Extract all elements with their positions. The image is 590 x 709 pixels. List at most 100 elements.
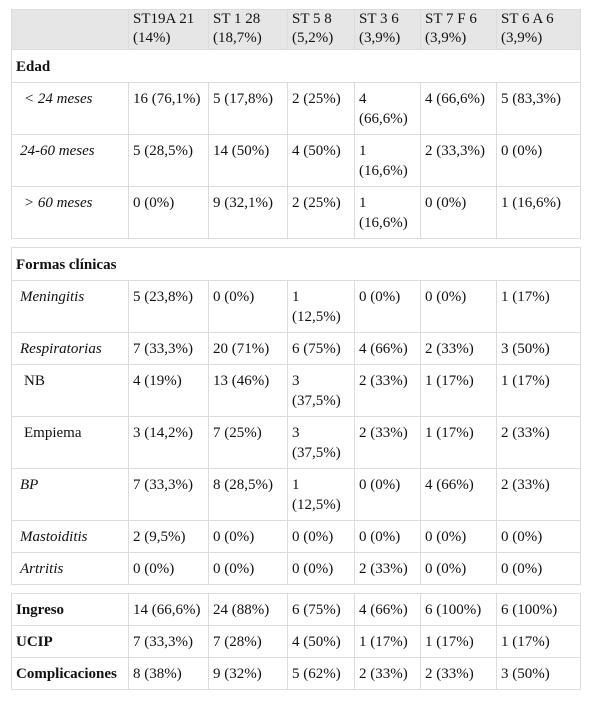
table-row: < 24 meses 16 (76,1%) 5 (17,8%) 2 (25%) … [11,82,581,135]
table-cell: 0 (0%) [354,468,421,521]
serotype-table: ST19A 21 (14%) ST 1 28 (18,7%) ST 5 8 (5… [11,9,581,690]
header-cell: ST 7 F 6 (3,9%) [420,9,497,50]
table-cell: 5 (28,5%) [128,134,209,187]
table-cell: 16 (76,1%) [128,82,209,135]
table-cell: 7 (28%) [208,625,288,658]
table-cell: 7 (25%) [208,416,288,469]
section-title: Edad [11,49,581,83]
table-cell: 1 (12,5%) [287,468,355,521]
table-cell: 4 (19%) [128,364,209,417]
table-row: NB 4 (19%) 13 (46%) 3 (37,5%) 2 (33%) 1 … [11,364,581,417]
header-cell: ST 6 A 6 (3,9%) [496,9,581,50]
table-cell: 0 (0%) [420,552,497,585]
spacer-cell [11,238,581,248]
table-cell: 5 (62%) [287,657,355,690]
table-cell: 2 (33%) [354,416,421,469]
table-cell: 4 (50%) [287,625,355,658]
table-cell: 1 (17%) [496,625,581,658]
table-cell: 20 (71%) [208,332,288,365]
table-cell: 14 (50%) [208,134,288,187]
table-cell: 1 (16,6%) [354,186,421,239]
table-cell: 0 (0%) [208,280,288,333]
table-cell: 1 (12,5%) [287,280,355,333]
table-cell: 4 (66,6%) [420,82,497,135]
table-cell: 0 (0%) [420,280,497,333]
table-cell: 3 (50%) [496,332,581,365]
table-row: Complicaciones 8 (38%) 9 (32%) 5 (62%) 2… [11,657,581,690]
section-title: Formas clínicas [11,247,581,281]
table-cell: 8 (28,5%) [208,468,288,521]
table-cell: 2 (25%) [287,186,355,239]
table-cell: 7 (33,3%) [128,468,209,521]
table-row: UCIP 7 (33,3%) 7 (28%) 4 (50%) 1 (17%) 1… [11,625,581,658]
section-row-formas-clinicas: Formas clínicas [11,247,581,281]
table-cell: 1 (16,6%) [354,134,421,187]
row-label: Complicaciones [11,657,129,690]
table-cell: 2 (9,5%) [128,520,209,553]
table-cell: 1 (17%) [496,280,581,333]
table-cell: 9 (32%) [208,657,288,690]
row-label: > 60 meses [11,186,129,239]
table-cell: 13 (46%) [208,364,288,417]
spacer-cell [11,584,581,594]
table-cell: 1 (17%) [354,625,421,658]
table-cell: 0 (0%) [496,520,581,553]
table-cell: 9 (32,1%) [208,186,288,239]
table-cell: 1 (17%) [420,416,497,469]
table-cell: 2 (33%) [420,657,497,690]
row-label: Meningitis [11,280,129,333]
table-row: > 60 meses 0 (0%) 9 (32,1%) 2 (25%) 1 (1… [11,186,581,239]
table-cell: 1 (17%) [420,625,497,658]
table-cell: 3 (37,5%) [287,364,355,417]
table-row: BP 7 (33,3%) 8 (28,5%) 1 (12,5%) 0 (0%) … [11,468,581,521]
row-label: UCIP [11,625,129,658]
table-cell: 4 (66%) [354,332,421,365]
table-cell: 0 (0%) [128,186,209,239]
table-cell: 14 (66,6%) [128,593,209,626]
table-cell: 2 (25%) [287,82,355,135]
spacer-row [11,584,581,594]
table-cell: 5 (17,8%) [208,82,288,135]
table-cell: 0 (0%) [354,280,421,333]
table-row: Mastoiditis 2 (9,5%) 0 (0%) 0 (0%) 0 (0%… [11,520,581,553]
table-cell: 2 (33%) [354,364,421,417]
table-cell: 0 (0%) [208,552,288,585]
table-cell: 3 (50%) [496,657,581,690]
table-cell: 3 (37,5%) [287,416,355,469]
row-label: Empiema [11,416,129,469]
table-cell: 3 (14,2%) [128,416,209,469]
table-cell: 0 (0%) [420,520,497,553]
table-cell: 4 (66%) [420,468,497,521]
table-row: Ingreso 14 (66,6%) 24 (88%) 6 (75%) 4 (6… [11,593,581,626]
row-label: Artritis [11,552,129,585]
table-cell: 4 (50%) [287,134,355,187]
table-cell: 1 (16,6%) [496,186,581,239]
table-cell: 7 (33,3%) [128,332,209,365]
table-cell: 4 (66%) [354,593,421,626]
table-cell: 6 (75%) [287,593,355,626]
table-cell: 0 (0%) [496,552,581,585]
table-cell: 0 (0%) [287,552,355,585]
table-cell: 2 (33%) [354,657,421,690]
table-cell: 6 (75%) [287,332,355,365]
table-row: Respiratorias 7 (33,3%) 20 (71%) 6 (75%)… [11,332,581,365]
table-cell: 2 (33%) [496,468,581,521]
row-label: 24-60 meses [11,134,129,187]
header-cell [11,9,129,50]
table-cell: 0 (0%) [496,134,581,187]
row-label: NB [11,364,129,417]
row-label: Ingreso [11,593,129,626]
row-label: Mastoiditis [11,520,129,553]
table-cell: 5 (83,3%) [496,82,581,135]
table-cell: 0 (0%) [208,520,288,553]
table-cell: 6 (100%) [420,593,497,626]
table-cell: 0 (0%) [128,552,209,585]
table-cell: 2 (33%) [496,416,581,469]
table-cell: 7 (33,3%) [128,625,209,658]
table-cell: 0 (0%) [354,520,421,553]
section-row-edad: Edad [11,49,581,83]
table-row: Empiema 3 (14,2%) 7 (25%) 3 (37,5%) 2 (3… [11,416,581,469]
table-cell: 2 (33%) [354,552,421,585]
header-cell: ST 1 28 (18,7%) [208,9,288,50]
header-row: ST19A 21 (14%) ST 1 28 (18,7%) ST 5 8 (5… [11,9,581,50]
